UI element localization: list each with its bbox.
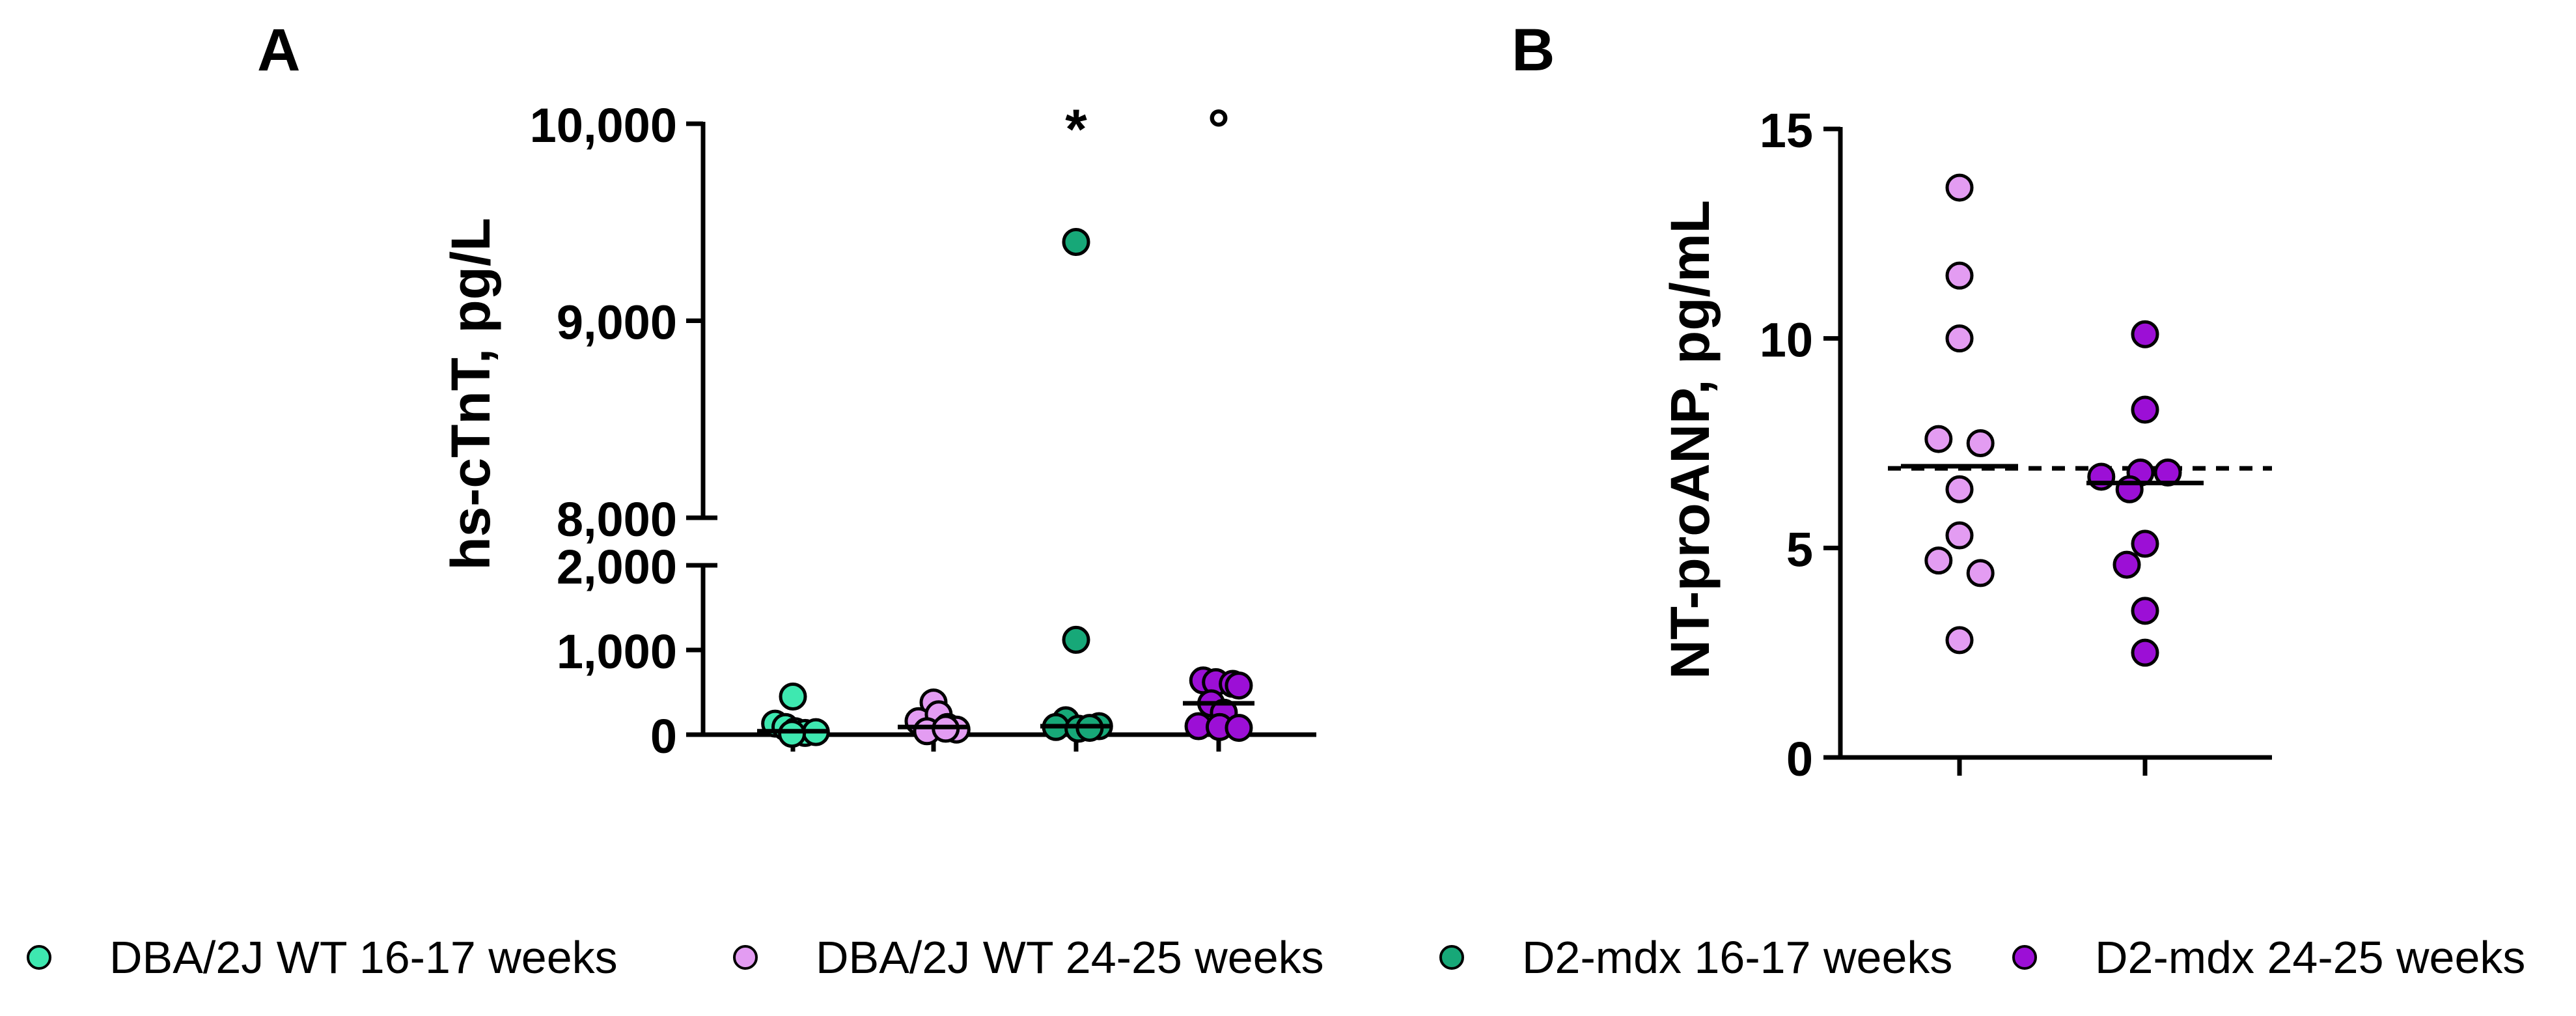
- y-tick-label: 0: [1786, 732, 1813, 786]
- legend-label: DBA/2J WT 24-25 weeks: [816, 932, 1324, 983]
- y-tick-label: 10: [1760, 313, 1813, 367]
- y-tick-label: 9,000: [557, 296, 677, 350]
- panel-a-label: A: [257, 17, 300, 83]
- legend-label: D2-mdx 16-17 weeks: [1522, 932, 1952, 983]
- data-point: [2112, 550, 2141, 579]
- legend-marker: [733, 945, 758, 970]
- legend-label: D2-mdx 24-25 weeks: [2095, 932, 2525, 983]
- y-tick-label: 1,000: [557, 625, 677, 679]
- data-point: [2131, 638, 2159, 667]
- panel-b: B NT-proANP, pg/mL 0 5 10 15: [1512, 17, 2272, 786]
- data-point: [1062, 625, 1090, 654]
- y-tick-label: 15: [1760, 104, 1813, 158]
- data-point: [2131, 597, 2159, 625]
- panel-b-y-axis-label: NT-proANP, pg/mL: [1659, 200, 1721, 679]
- y-tick-label: 8,000: [557, 492, 677, 546]
- data-point: [1924, 425, 1953, 453]
- y-tick-label: 2,000: [557, 540, 677, 594]
- data-point: [2131, 320, 2159, 348]
- data-point: [1945, 261, 1974, 290]
- data-point: [1966, 559, 1995, 587]
- y-tick-label: 5: [1786, 522, 1813, 576]
- data-point: [778, 720, 807, 748]
- panel-b-label: B: [1512, 17, 1555, 83]
- data-point: [1225, 671, 1253, 700]
- legend-marker: [2012, 945, 2037, 970]
- data-point: [1945, 475, 1974, 503]
- data-point: [1062, 228, 1090, 256]
- legend: DBA/2J WT 16-17 weeks DBA/2J WT 24-25 wee…: [27, 932, 2525, 983]
- legend-marker: [27, 945, 51, 970]
- data-point: [1945, 173, 1974, 202]
- data-point: [1945, 324, 1974, 353]
- data-point: [2115, 475, 2144, 503]
- data-point: [2131, 395, 2159, 424]
- y-tick-label: 0: [650, 709, 677, 763]
- data-point: [1924, 546, 1953, 575]
- data-point: [1945, 521, 1974, 550]
- data-point: [1945, 626, 1974, 655]
- legend-marker: [1439, 945, 1464, 970]
- y-tick-label: 10,000: [530, 98, 677, 152]
- legend-label: DBA/2J WT 16-17 weeks: [109, 932, 618, 983]
- significance-mark: *: [1065, 98, 1087, 161]
- data-point: [1225, 714, 1253, 742]
- data-point: [1966, 429, 1995, 457]
- panel-a-y-axis-label: hs-cTnT, pg/L: [440, 218, 501, 570]
- data-point: [779, 683, 807, 711]
- data-point: [2087, 462, 2116, 491]
- significance-mark: °: [1208, 98, 1230, 161]
- data-point: [2131, 529, 2159, 558]
